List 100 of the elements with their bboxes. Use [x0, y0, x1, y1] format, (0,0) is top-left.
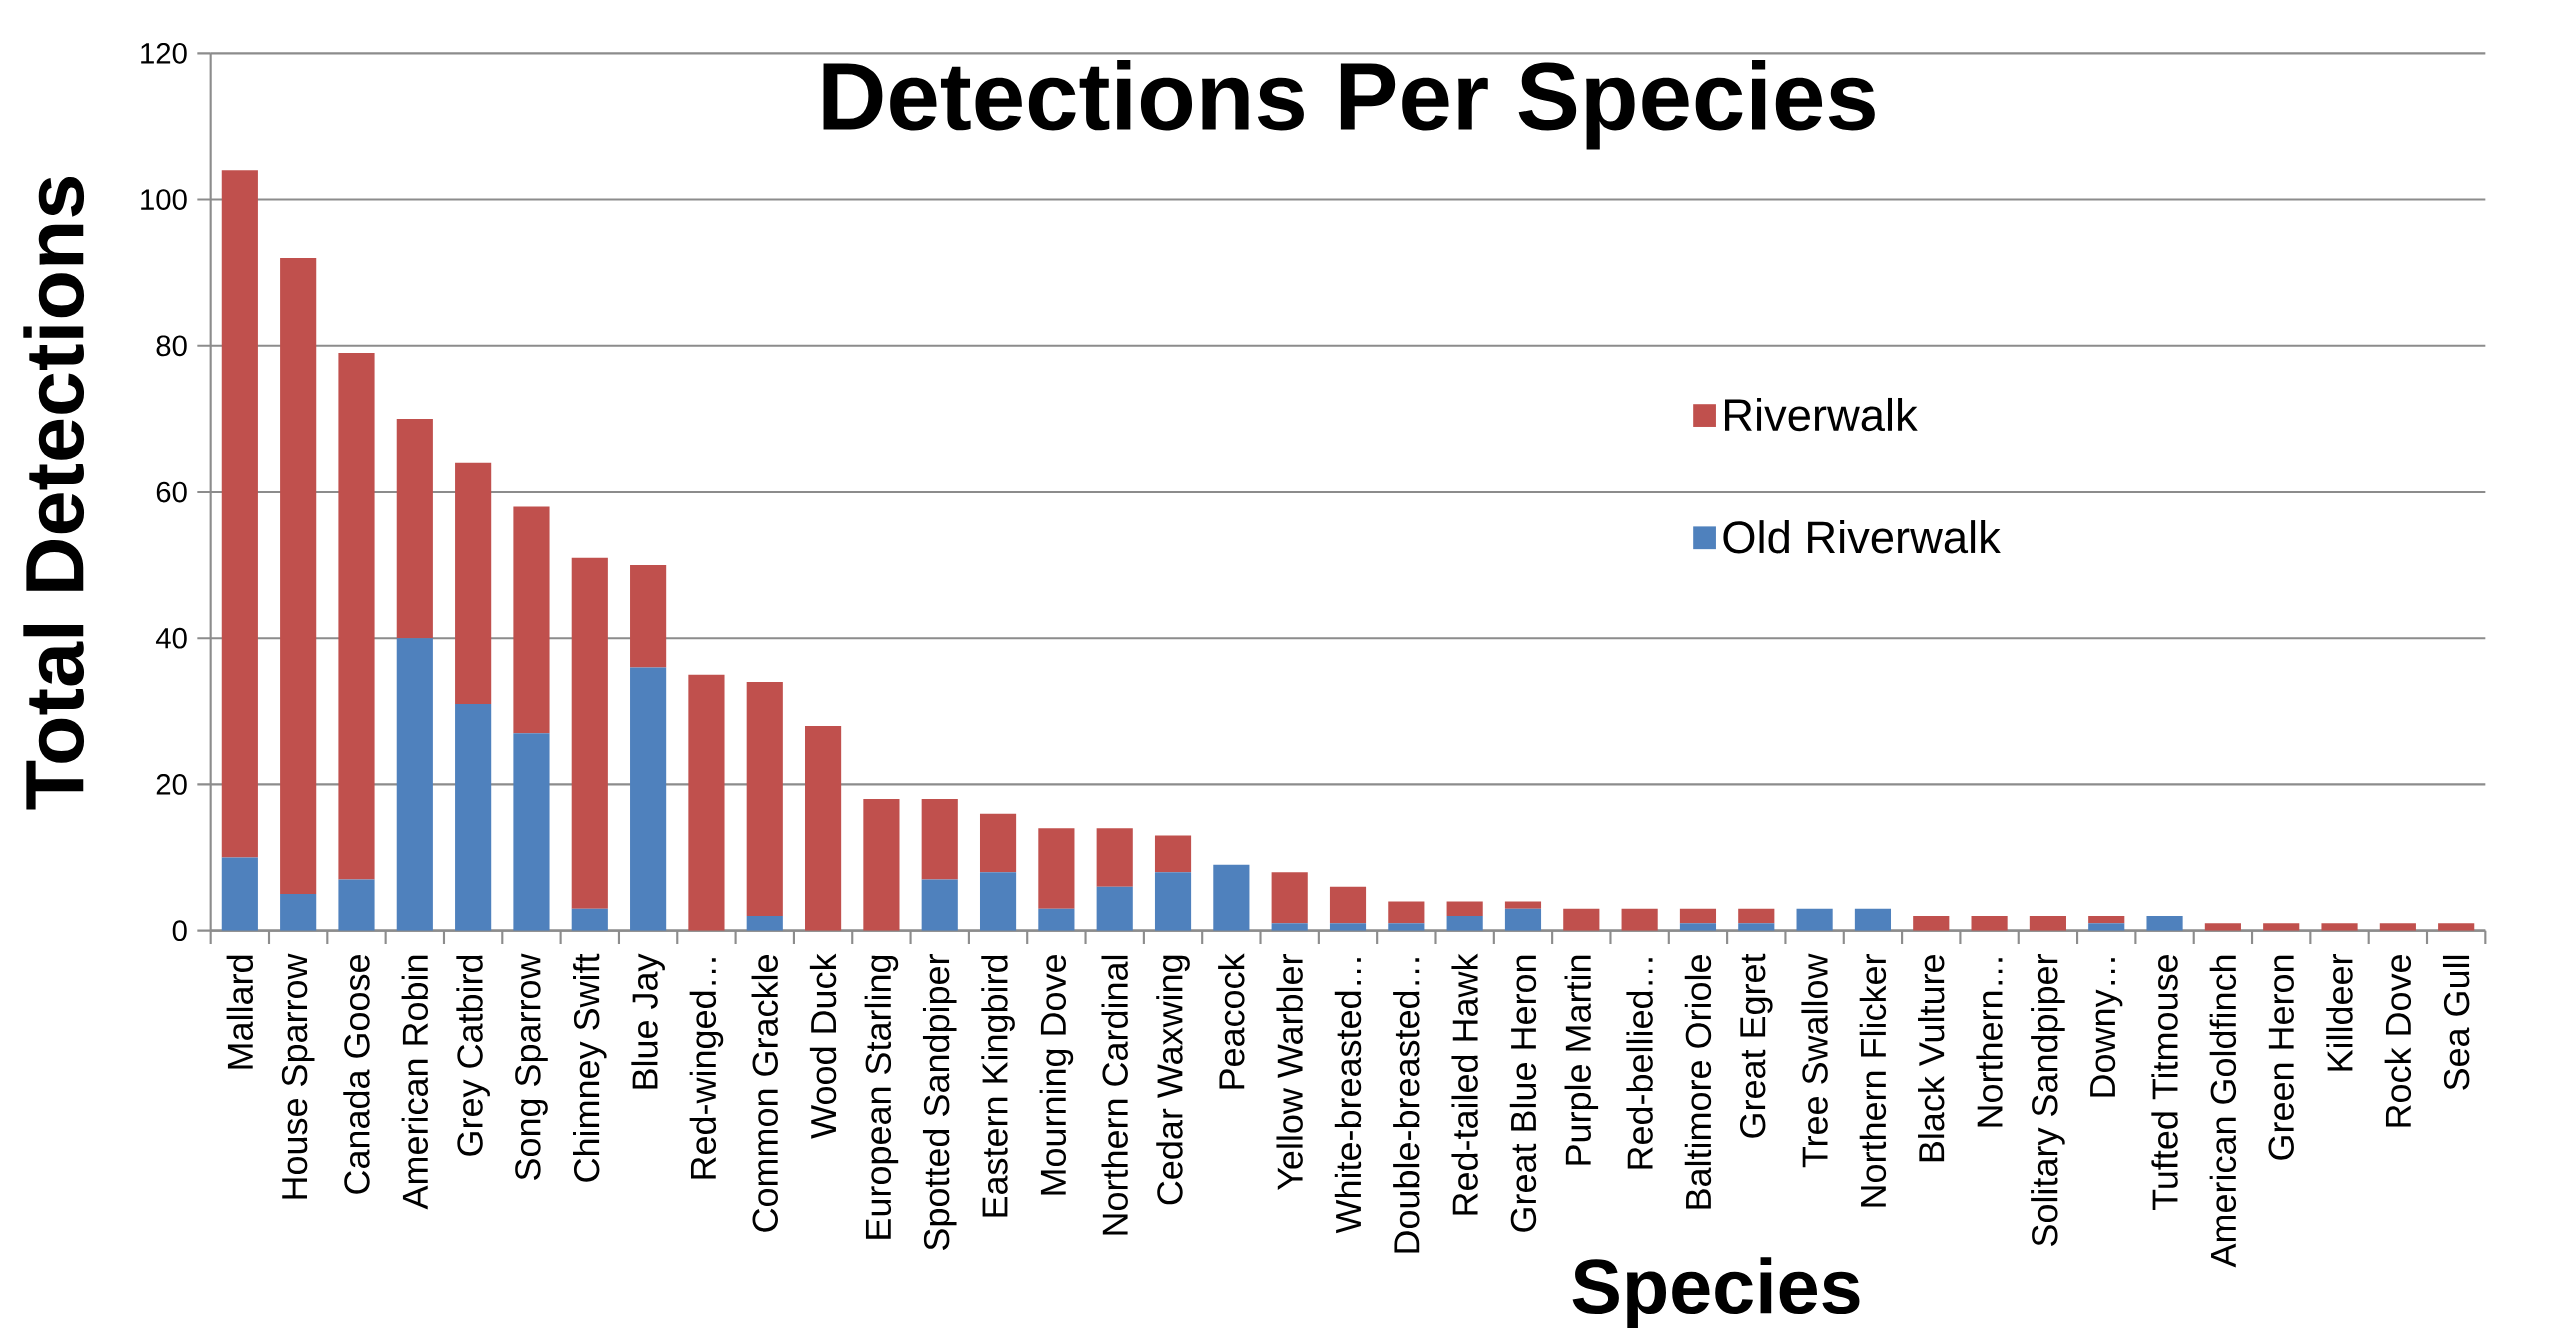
bar	[2379, 923, 2416, 931]
bar	[1038, 908, 1075, 931]
bar	[921, 799, 958, 880]
y-tick-label: 40	[155, 627, 187, 649]
x-tick-label: Northern Cardinal	[1101, 955, 1128, 1235]
bar	[979, 813, 1017, 873]
x-tick-label: Mallard	[226, 955, 254, 1069]
x-tick-label: White-breasted…	[1334, 958, 1362, 1234]
bar	[1271, 923, 1308, 931]
x-tick-label: Red-bellied…	[1626, 958, 1653, 1169]
bar	[221, 170, 258, 858]
bar	[1388, 901, 1425, 924]
x-tick-label: American Robin	[401, 955, 429, 1210]
bar	[1329, 923, 1367, 931]
x-tick-label: Song Sparrow	[515, 953, 548, 1180]
bar	[1388, 923, 1425, 931]
bar	[630, 565, 667, 668]
x-tick-label: Cedar Waxwing	[1156, 955, 1190, 1205]
bar	[1096, 886, 1133, 931]
bar	[513, 506, 550, 734]
x-tick-label: Eastern Kingbird	[981, 955, 1015, 1217]
y-tick-label: 80	[156, 335, 187, 357]
x-tick-label: Tree Swallow	[1801, 953, 1828, 1168]
x-tick-label: Rock Dove	[2384, 955, 2412, 1127]
bar	[338, 353, 375, 880]
bar	[1271, 872, 1308, 924]
bar	[2438, 923, 2475, 931]
x-tick-label: Grey Catbird	[456, 955, 490, 1156]
bar	[1563, 908, 1600, 931]
bar	[2088, 916, 2125, 924]
x-tick-label: Downy…	[2090, 958, 2123, 1097]
bar	[1096, 828, 1133, 887]
bar	[746, 916, 783, 931]
bar	[1154, 872, 1192, 931]
bar	[1329, 886, 1367, 924]
bar	[2321, 923, 2358, 931]
x-tick-label: Great Egret	[1739, 953, 1773, 1138]
y-tick-label: 0	[172, 920, 187, 942]
bar	[571, 908, 608, 931]
bar	[1154, 835, 1192, 873]
x-tick-label: Common Grackle	[751, 955, 778, 1232]
x-tick-label: Solitary Sandpiper	[2031, 954, 2065, 1246]
x-tick-label: Tufted Titmouse	[2151, 954, 2178, 1211]
bar	[1679, 908, 1717, 924]
y-tick-label: 60	[156, 481, 187, 503]
y-tick-label: 100	[141, 189, 187, 210]
x-tick-label: Northern Flicker	[1859, 954, 1887, 1207]
bar	[1446, 916, 1483, 931]
bar	[1738, 923, 1775, 931]
bar	[280, 258, 317, 895]
bar	[1504, 908, 1542, 931]
x-tick-label: Peacock	[1218, 953, 1245, 1089]
x-tick-label: Sea Gull	[2442, 955, 2470, 1090]
bar	[280, 894, 317, 931]
bar	[338, 879, 375, 931]
x-tick-label: Green Heron	[2268, 955, 2294, 1160]
y-tick-label: 20	[156, 774, 187, 795]
bar	[688, 674, 725, 931]
x-tick-label: House Sparrow	[281, 953, 315, 1199]
x-tick-label: Chimney Swift	[573, 953, 607, 1182]
bar	[455, 704, 492, 931]
bar	[805, 725, 842, 931]
bar	[863, 799, 900, 931]
bar	[1796, 908, 1833, 931]
bar	[1913, 916, 1950, 931]
bar	[2029, 916, 2066, 931]
bar	[221, 857, 258, 931]
x-tick-label: Purple Martin	[1564, 955, 1599, 1165]
x-tick-label: Blue Jay	[631, 953, 665, 1089]
bar	[513, 733, 550, 931]
x-tick-label: European Starling	[864, 955, 899, 1239]
bar	[571, 557, 608, 909]
bar	[1971, 916, 2008, 931]
bar	[1038, 828, 1075, 909]
bar	[2263, 923, 2300, 931]
bar	[396, 638, 433, 931]
bar	[1621, 908, 1658, 931]
bar	[746, 682, 783, 917]
bar	[2088, 923, 2125, 931]
x-tick-label: Northern…	[1976, 958, 2003, 1127]
bar	[396, 418, 433, 639]
bar	[630, 667, 667, 931]
bar	[2204, 923, 2241, 931]
bar	[979, 872, 1017, 931]
x-tick-label: Black Vulture	[1918, 955, 1945, 1162]
x-tick-label: Double-breasted…	[1393, 958, 1420, 1253]
bar	[1504, 901, 1542, 909]
bar	[455, 462, 492, 705]
bar	[2146, 916, 2183, 931]
x-tick-label: Red-tailed Hawk	[1451, 953, 1478, 1215]
x-tick-label: Wood Duck	[809, 953, 837, 1139]
x-tick-label: Great Blue Heron	[1509, 955, 1537, 1232]
bar	[1679, 923, 1717, 931]
bar	[1738, 908, 1775, 924]
legend-label: Riverwalk	[1725, 397, 1918, 432]
bar	[1213, 864, 1250, 931]
x-tick-label: Baltimore Oriole	[1684, 955, 1712, 1209]
x-tick-label: Killdeer	[2326, 954, 2353, 1071]
x-tick-label: American Goldfinch	[2209, 955, 2237, 1268]
x-tick-label: Red-winged…	[689, 958, 724, 1179]
